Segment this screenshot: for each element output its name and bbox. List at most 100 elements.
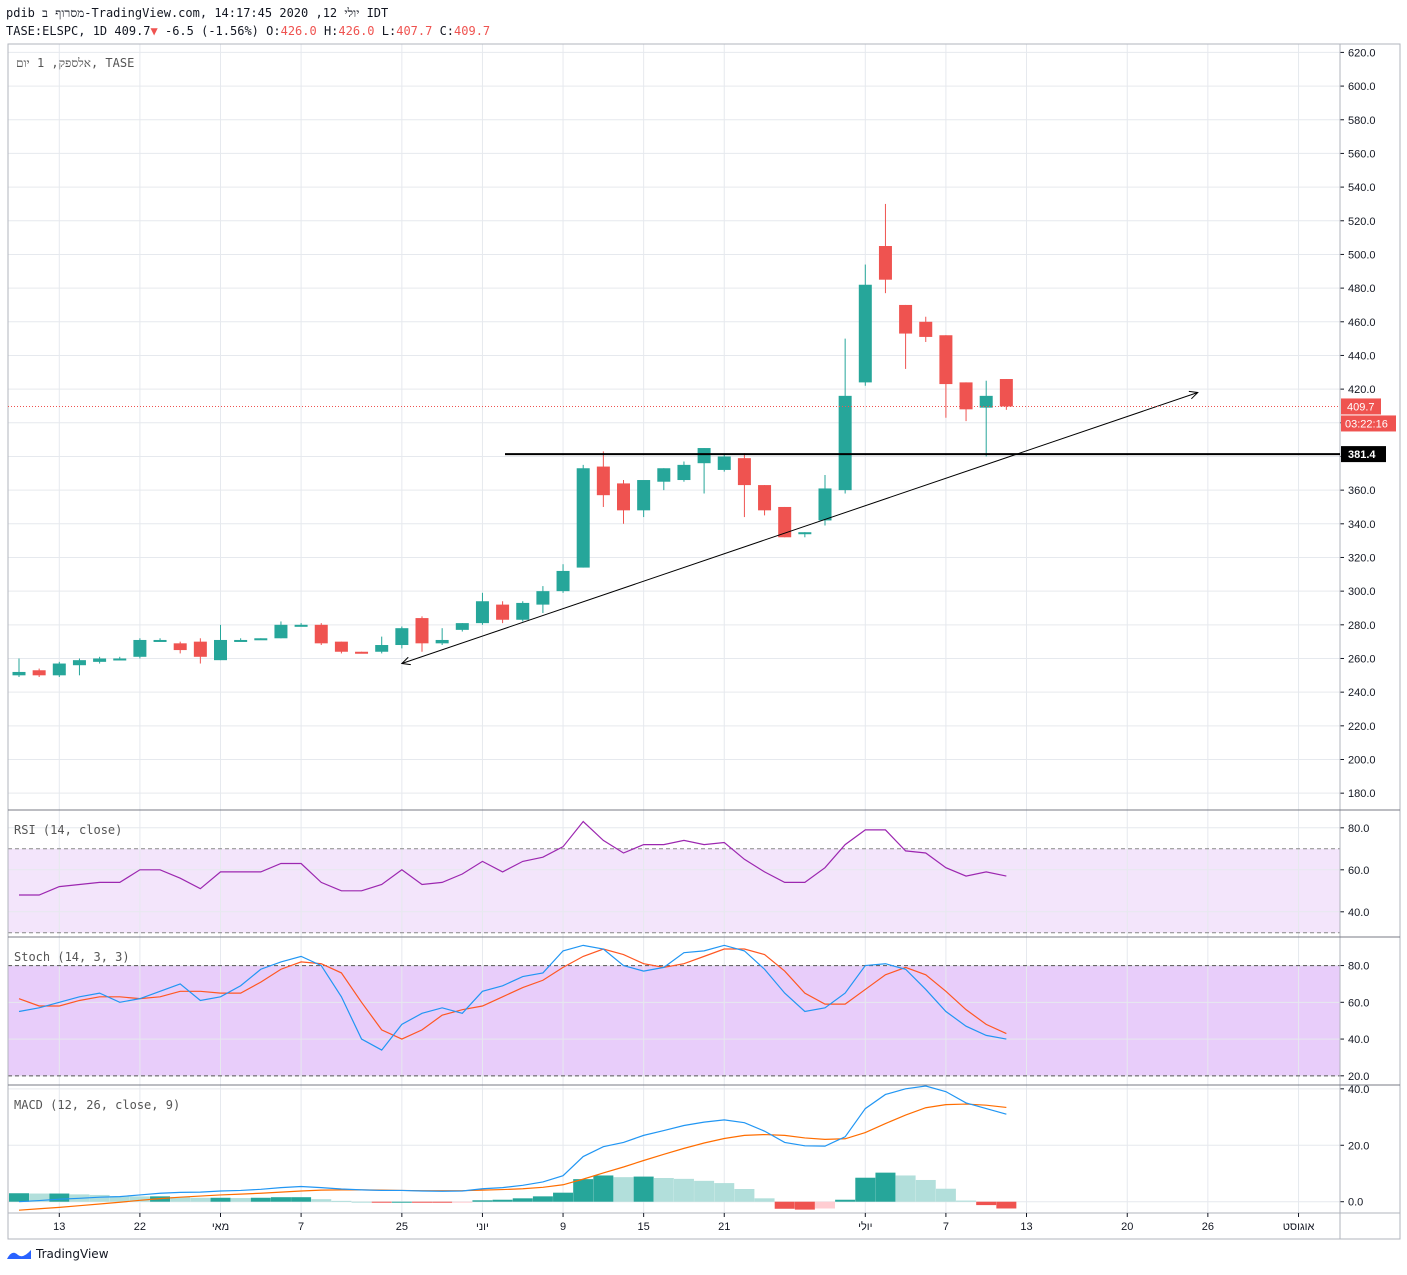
candle-up xyxy=(717,456,731,470)
rsi-line xyxy=(19,820,1007,896)
time-axis-label: 21 xyxy=(718,1221,730,1233)
price-y-tick-label: 440.0 xyxy=(1348,350,1376,362)
price-pane-title: אלספק, 1 יום, TASE xyxy=(16,56,134,70)
price-y-tick-label: 180.0 xyxy=(1348,788,1376,800)
macd-y-tick-label: 0.0 xyxy=(1348,1197,1363,1209)
candle-down xyxy=(939,335,953,385)
macd-histogram-bar xyxy=(573,1179,594,1202)
macd-histogram-bar xyxy=(714,1183,735,1202)
macd-histogram-bar xyxy=(492,1199,513,1202)
candle-up xyxy=(516,602,530,620)
macd-histogram-bar xyxy=(976,1201,997,1206)
price-change: -6.5 (-1.56%) xyxy=(164,24,259,38)
candle-down xyxy=(999,379,1013,407)
candle-up xyxy=(818,488,832,521)
macd-histogram-bar xyxy=(875,1172,896,1202)
price-y-tick-label: 600.0 xyxy=(1348,81,1376,93)
low-label: L: xyxy=(381,24,397,38)
time-axis-label: 13 xyxy=(53,1221,65,1233)
rsi-band xyxy=(8,848,1340,933)
price-y-tick-label: 300.0 xyxy=(1348,586,1376,598)
macd-histogram-bar xyxy=(210,1197,231,1202)
candle-down xyxy=(778,506,792,538)
symbol-label[interactable]: TASE:ELSPC, 1D xyxy=(6,24,108,38)
countdown-label: 03:22:16 xyxy=(1345,418,1388,430)
candle-up xyxy=(858,284,872,383)
tradingview-logo[interactable]: TradingView xyxy=(6,1247,109,1261)
time-axis-label: מאי xyxy=(212,1221,229,1233)
macd-histogram-bar xyxy=(351,1201,372,1203)
candle-down xyxy=(334,641,348,652)
candle-up xyxy=(697,448,711,464)
candle-up xyxy=(153,639,167,642)
candle-down xyxy=(193,641,207,657)
time-axis-label: 7 xyxy=(298,1221,304,1233)
candle-down xyxy=(899,304,913,334)
rsi-pane-title: RSI (14, close) xyxy=(14,823,122,837)
candle-up xyxy=(12,671,26,676)
macd-histogram-bar xyxy=(815,1201,835,1209)
chart-header-line1: pdib מסרוף ב-TradingView.com, יולי 12, 2… xyxy=(6,6,389,20)
rsi-y-tick-label: 40.0 xyxy=(1348,907,1369,919)
macd-histogram-bar xyxy=(452,1201,473,1203)
macd-histogram-bar xyxy=(89,1194,110,1202)
candle-down xyxy=(737,458,751,486)
candle-down xyxy=(32,670,46,676)
macd-histogram-bar xyxy=(391,1201,412,1203)
price-y-tick-label: 480.0 xyxy=(1348,283,1376,295)
support-line-label-bg xyxy=(1341,446,1386,463)
time-axis-label: 9 xyxy=(560,1221,566,1233)
tradingview-logo-icon xyxy=(7,1250,31,1259)
rsi-y-tick-label: 60.0 xyxy=(1348,865,1369,877)
countdown-label-bg xyxy=(1341,415,1396,432)
candle-up xyxy=(274,624,288,639)
price-y-tick-label: 200.0 xyxy=(1348,754,1376,766)
time-axis-label: 13 xyxy=(1020,1221,1032,1233)
macd-histogram-bar xyxy=(512,1198,533,1202)
macd-histogram-bar xyxy=(653,1178,674,1202)
macd-line xyxy=(18,1085,1007,1203)
price-y-tick-label: 260.0 xyxy=(1348,653,1376,665)
macd-histogram-bar xyxy=(129,1196,150,1202)
price-y-tick-label: 540.0 xyxy=(1348,182,1376,194)
macd-histogram-bar xyxy=(935,1188,956,1202)
candle-down xyxy=(758,485,772,511)
high-label: H: xyxy=(323,24,339,38)
time-axis-label: 25 xyxy=(396,1221,408,1233)
candle-up xyxy=(214,639,227,661)
candle-up xyxy=(838,395,852,491)
candle-up xyxy=(294,624,308,627)
high-value: 426.0 xyxy=(338,24,375,38)
last-price-label-bg xyxy=(1341,398,1381,415)
macd-histogram-bar xyxy=(593,1175,614,1202)
time-axis-label: 22 xyxy=(134,1221,146,1233)
time-axis-label: 20 xyxy=(1121,1221,1133,1233)
candle-up xyxy=(72,660,86,666)
candle-up xyxy=(435,639,449,644)
macd-histogram-bar xyxy=(190,1197,211,1202)
candle-down xyxy=(314,624,328,644)
price-y-tick-label: 420.0 xyxy=(1348,384,1376,396)
open-value: 426.0 xyxy=(280,24,317,38)
candle-up xyxy=(637,480,651,511)
candle-up xyxy=(475,601,489,624)
stoch-y-tick-label: 40.0 xyxy=(1348,1034,1369,1046)
candle-down xyxy=(878,246,892,280)
time-axis-label: אוגוסט xyxy=(1283,1221,1315,1233)
candle-up xyxy=(455,623,469,630)
candle-up xyxy=(254,638,268,641)
macd-histogram-bar xyxy=(734,1189,755,1202)
price-y-tick-label: 460.0 xyxy=(1348,317,1376,329)
macd-histogram-bar xyxy=(291,1197,312,1202)
macd-histogram-bar xyxy=(794,1201,815,1210)
macd-histogram-bar xyxy=(9,1193,29,1202)
candle-down xyxy=(173,643,187,651)
trend-line-end-arrow-icon xyxy=(1188,390,1199,400)
price-y-tick-label: 280.0 xyxy=(1348,620,1376,632)
macd-histogram-bar xyxy=(412,1201,432,1203)
price-y-tick-label: 360.0 xyxy=(1348,485,1376,497)
price-y-tick-label: 220.0 xyxy=(1348,721,1376,733)
macd-y-tick-label: 20.0 xyxy=(1348,1140,1369,1152)
trend-line-start-arrow-icon xyxy=(400,656,411,666)
